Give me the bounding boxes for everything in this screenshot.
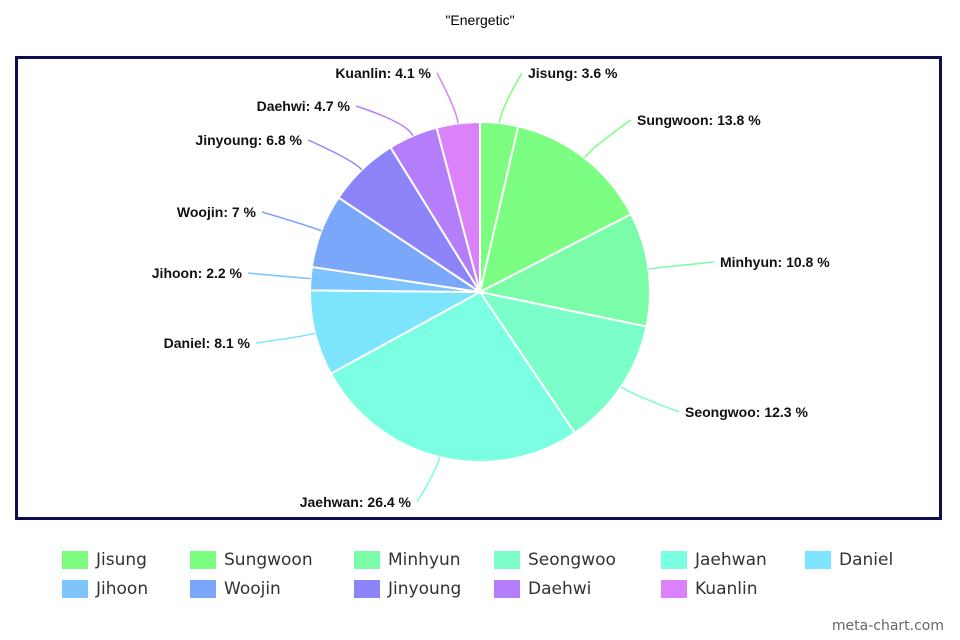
watermark: meta-chart.com <box>831 618 944 634</box>
legend-item-woojin[interactable]: Woojin <box>190 578 281 600</box>
legend-swatch <box>661 580 687 598</box>
leader-line-daniel <box>255 332 316 344</box>
data-label-jaehwan: Jaehwan: 26.4 % <box>300 494 412 510</box>
legend-label: Minhyun <box>388 550 461 570</box>
legend-item-jaehwan[interactable]: Jaehwan <box>661 549 767 571</box>
pie-slice-seongwoo <box>477 290 648 435</box>
leader-line-jisung <box>498 72 523 124</box>
legend-label: Sungwoon <box>224 550 313 570</box>
leader-line-woojin <box>261 211 322 232</box>
legend-swatch <box>62 580 88 598</box>
legend-label: Woojin <box>224 579 281 599</box>
data-label-daniel: Daniel: 8.1 % <box>164 335 251 351</box>
chart-title: "Energetic" <box>445 12 515 28</box>
legend-label: Seongwoo <box>528 550 616 570</box>
data-label-jinyoung: Jinyoung: 6.8 % <box>195 132 302 148</box>
legend-item-jinyoung[interactable]: Jinyoung <box>354 578 461 600</box>
legend-label: Kuanlin <box>695 579 758 599</box>
data-label-jisung: Jisung: 3.6 % <box>528 65 618 81</box>
legend-label: Jaehwan <box>695 550 767 570</box>
leader-line-jinyoung <box>307 139 363 171</box>
legend-item-minhyun[interactable]: Minhyun <box>354 549 461 571</box>
leader-line-kuanlin <box>436 72 459 124</box>
data-label-sungwoon: Sungwoon: 13.8 % <box>637 112 761 128</box>
legend-swatch <box>494 580 520 598</box>
leader-line-minhyun <box>648 261 715 270</box>
legend-item-sungwoon[interactable]: Sungwoon <box>190 549 313 571</box>
legend-label: Daniel <box>839 550 894 570</box>
pie-slice-minhyun <box>477 212 651 328</box>
legend-item-daniel[interactable]: Daniel <box>805 549 893 571</box>
leader-line-sungwoon <box>583 119 632 159</box>
legend-swatch <box>62 551 88 569</box>
plot-frame <box>15 56 942 520</box>
legend-item-kuanlin[interactable]: Kuanlin <box>661 578 758 600</box>
legend-swatch <box>354 580 380 598</box>
legend-item-seongwoo[interactable]: Seongwoo <box>494 549 616 571</box>
legend-item-daehwi[interactable]: Daehwi <box>494 578 591 600</box>
data-label-woojin: Woojin: 7 % <box>177 204 257 220</box>
data-label-jihoon: Jihoon: 2.2 % <box>152 265 243 281</box>
legend-swatch <box>190 551 216 569</box>
legend-label: Jihoon <box>96 579 149 599</box>
legend-swatch <box>354 551 380 569</box>
pie-slice-jaehwan <box>329 290 577 463</box>
pie-slice-sungwoon <box>478 125 633 294</box>
leader-line-jaehwan <box>416 456 441 503</box>
legend-swatch <box>661 551 687 569</box>
legend-label: Jinyoung <box>388 579 462 599</box>
leader-line-daehwi <box>355 105 414 137</box>
data-label-seongwoo: Seongwoo: 12.3 % <box>685 404 808 420</box>
leader-line-seongwoo <box>620 386 680 413</box>
data-label-minhyun: Minhyun: 10.8 % <box>720 254 830 270</box>
legend-label: Daehwi <box>528 579 592 599</box>
leader-line-jihoon <box>247 272 311 280</box>
data-label-kuanlin: Kuanlin: 4.1 % <box>335 65 431 81</box>
legend-label: Jisung <box>96 550 147 570</box>
legend-swatch <box>494 551 520 569</box>
data-label-daehwi: Daehwi: 4.7 % <box>257 98 351 114</box>
legend-item-jihoon[interactable]: Jihoon <box>62 578 148 600</box>
legend-item-jisung[interactable]: Jisung <box>62 549 147 571</box>
pie-slice-kuanlin <box>435 120 481 293</box>
legend-swatch <box>190 580 216 598</box>
legend-swatch <box>805 551 831 569</box>
